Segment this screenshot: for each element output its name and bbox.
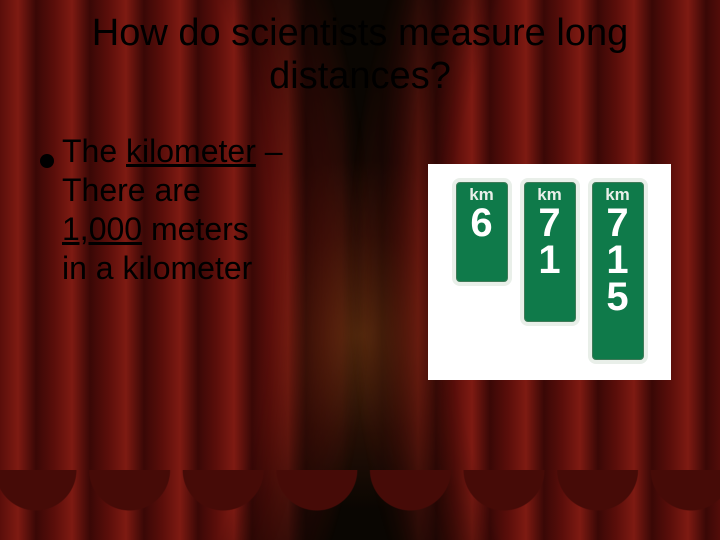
bullet-line2b: meters [142,211,249,247]
km-sign-3-d2: 1 [606,242,628,279]
bullet-prefix: The [62,133,126,169]
km-sign-1: km 6 [452,178,512,286]
bullet-line2a: There are [62,172,201,208]
km-sign-2: km 7 1 [520,178,580,326]
km-sign-2-digits: 7 1 [538,205,560,279]
bullet-text: The kilometer – There are 1,000 meters i… [62,132,283,288]
slide-title: How do scientists measure long distances… [0,12,720,97]
bullet-line3: in a kilometer [62,250,252,286]
km-sign-3-d1: 7 [606,205,628,242]
bullet-sep: – [256,133,283,169]
bullet-item: The kilometer – There are 1,000 meters i… [40,132,400,288]
km-sign-2-d1: 7 [538,205,560,242]
km-sign-2-d2: 1 [538,242,560,279]
title-line-2: distances? [269,55,451,97]
km-sign-1-digits: 6 [470,205,492,242]
km-sign-3-d3: 5 [606,279,628,316]
km-signs-image: km 6 km 7 1 km 7 1 5 [428,164,671,380]
km-sign-3-digits: 7 1 5 [606,205,628,315]
bullet-dot-icon [40,154,54,168]
km-sign-1-d1: 6 [470,205,492,242]
bullet-number: 1,000 [62,211,142,247]
title-line-1: How do scientists measure long [92,12,628,54]
bullet-keyword: kilometer [126,133,256,169]
km-sign-3: km 7 1 5 [588,178,648,364]
slide-stage: How do scientists measure long distances… [0,0,720,540]
curtain-hem [0,470,720,540]
slide-body: The kilometer – There are 1,000 meters i… [40,132,400,288]
